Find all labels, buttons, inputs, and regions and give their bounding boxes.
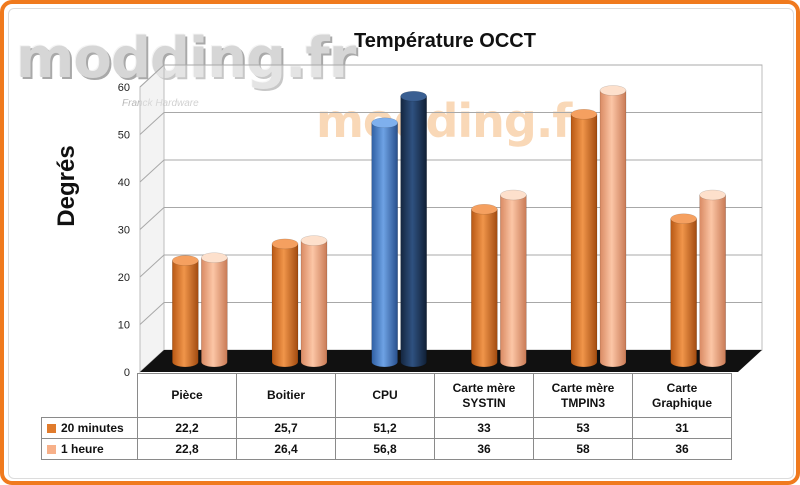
gridline: [139, 112, 762, 135]
category-label: Carte mère SYSTIN: [434, 373, 534, 418]
gridline: [139, 159, 762, 183]
gridline: [139, 207, 762, 230]
bar: [271, 238, 299, 368]
y-tick-label: 50: [118, 130, 130, 142]
data-label: 58: [533, 438, 633, 460]
data-label: 33: [434, 417, 534, 439]
watermark: modding.fr: [316, 94, 594, 148]
legend-entry: 20 minutes: [41, 417, 138, 439]
data-label: 22,2: [137, 417, 237, 439]
legend-swatch: [47, 424, 56, 433]
bar: [670, 213, 697, 368]
bar: [300, 235, 328, 368]
data-label: 51,2: [335, 417, 435, 439]
y-tick-label: 30: [118, 225, 130, 237]
data-label: 25,7: [236, 417, 336, 439]
legend-swatch: [47, 445, 56, 454]
data-table: Pièce Boitier CPU Carte mère SYSTIN Carte mèr…: [41, 373, 732, 460]
gridline: [139, 64, 762, 88]
data-label: 36: [434, 438, 534, 460]
table-row: 20 minutes 22,2 25,7 51,2 33 53 31: [41, 417, 732, 439]
data-label: 26,4: [236, 438, 336, 460]
data-label: 56,8: [335, 438, 435, 460]
logo: modding.fr: [16, 26, 356, 91]
bar: [400, 90, 427, 368]
legend-entry: 1 heure: [41, 438, 138, 460]
chart-floor: [140, 350, 762, 372]
category-label: Pièce: [137, 373, 237, 418]
bar: [371, 117, 398, 368]
bar: [172, 255, 199, 368]
gridline: [139, 254, 762, 278]
data-label: 31: [632, 417, 732, 439]
category-label: Carte Graphique: [632, 373, 732, 418]
y-tick-label: 0: [124, 367, 130, 379]
y-tick-label: 60: [118, 82, 130, 94]
table-corner: [42, 374, 138, 418]
y-tick-label: 20: [118, 272, 130, 284]
bar: [201, 252, 228, 368]
data-label: 22,8: [137, 438, 237, 460]
chart-title: Température OCCT: [354, 30, 536, 52]
bar: [699, 189, 726, 368]
table-row: 1 heure 22,8 26,4 56,8 36 58 36: [41, 438, 732, 460]
bar: [599, 85, 627, 368]
y-tick-label: 40: [118, 177, 130, 189]
bar: [570, 109, 598, 368]
category-label: CPU: [335, 373, 435, 418]
category-label: Boitier: [236, 373, 336, 418]
bar: [500, 189, 527, 368]
category-label: Carte mère TMPIN3: [533, 373, 633, 418]
y-axis-title: Degrés: [53, 145, 80, 227]
bar: [471, 204, 498, 368]
y-tick-label: 10: [118, 320, 130, 332]
data-label: 53: [533, 417, 633, 439]
data-label: 36: [632, 438, 732, 460]
gridline: [139, 302, 762, 325]
